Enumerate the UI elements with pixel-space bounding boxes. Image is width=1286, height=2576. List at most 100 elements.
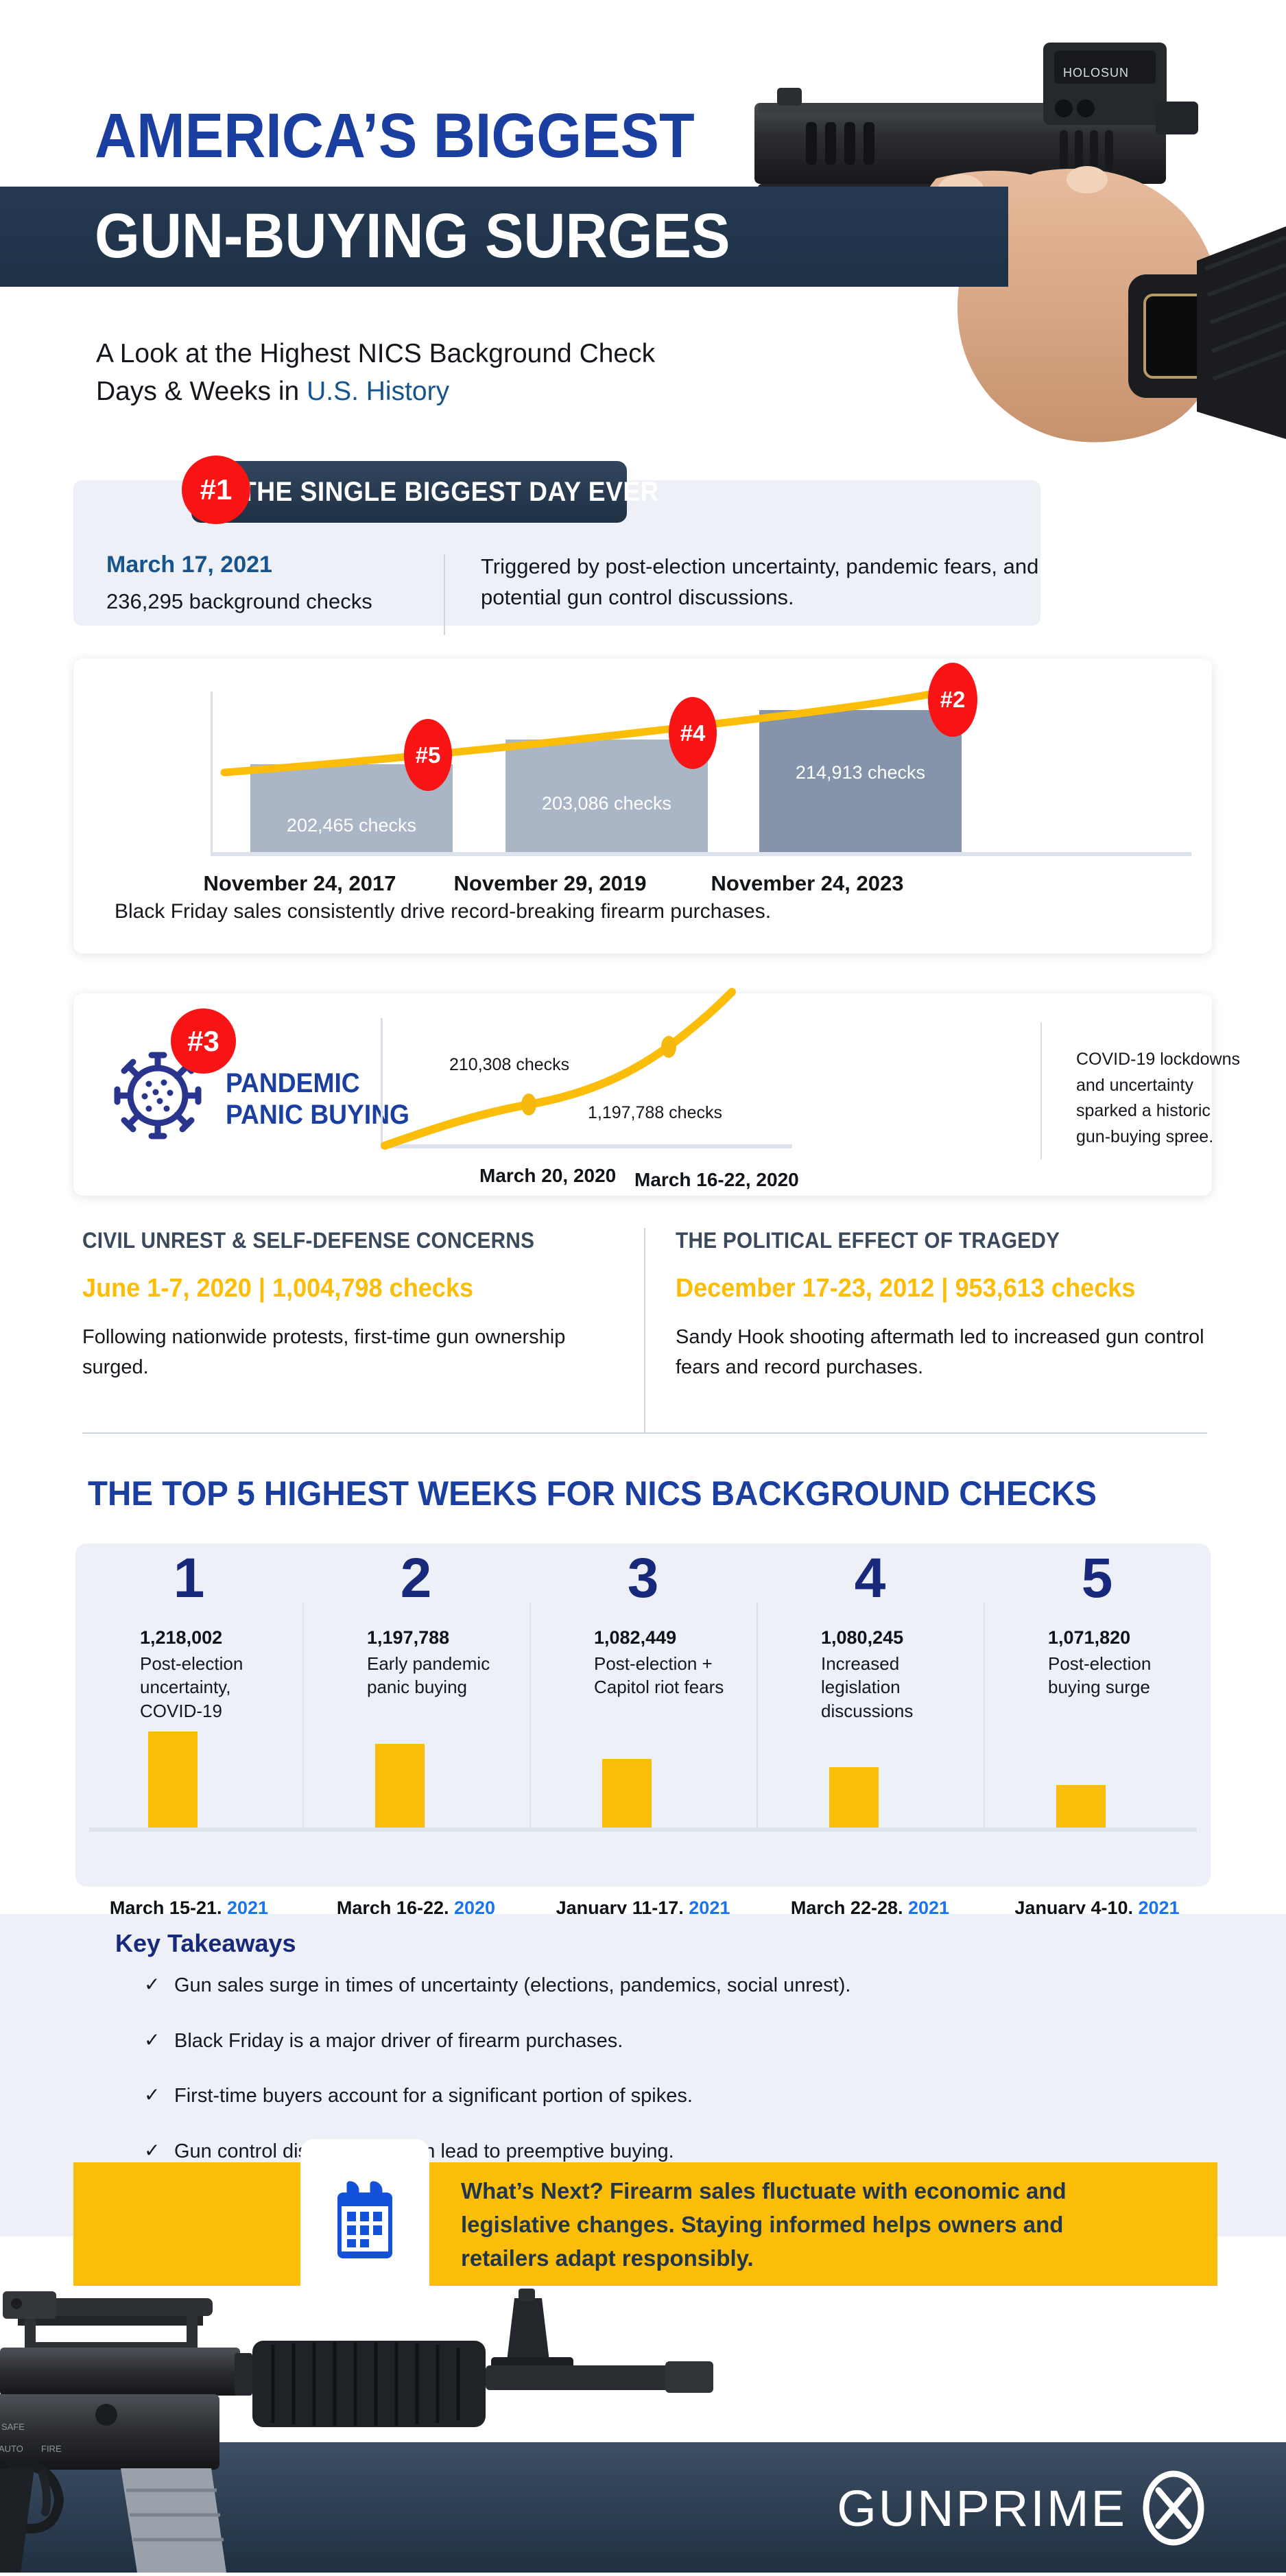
top5-title: THE TOP 5 HIGHEST WEEKS FOR NICS BACKGRO… xyxy=(88,1474,1097,1513)
top5-bar-3 xyxy=(602,1759,652,1828)
x-label-2023: November 24, 2023 xyxy=(711,871,904,895)
rank-badge-3: #3 xyxy=(171,1008,236,1074)
svg-text:SAFE: SAFE xyxy=(1,2422,25,2432)
top5-desc-3: Post-election + Capitol riot fears xyxy=(594,1653,724,1698)
key-takeaways-list: ✓ Gun sales surge in times of uncertaint… xyxy=(144,1973,1104,2195)
single-biggest-day-body: March 17, 2021 236,295 background checks… xyxy=(73,552,1040,645)
rank-badge-4: #4 xyxy=(669,697,717,769)
footer-logo: GUNPRIME xyxy=(837,2470,1205,2547)
top5-bar-2 xyxy=(375,1744,425,1828)
top5-rank-2: 2 xyxy=(400,1547,432,1609)
gunprime-crosshair-icon xyxy=(1143,2470,1204,2546)
biggest-day-checks: 236,295 background checks xyxy=(106,589,372,613)
top5-rank-4: 4 xyxy=(854,1547,886,1609)
list-item: ✓ Gun control discussions often lead to … xyxy=(144,2139,1104,2165)
top5-value-3: 1,082,449 xyxy=(594,1627,677,1648)
trend-line xyxy=(220,682,976,777)
pandemic-title-line1: PANDEMIC xyxy=(226,1068,360,1098)
check-icon: ✓ xyxy=(144,1974,160,1995)
civil-unrest-column: CIVIL UNREST & SELF-DEFENSE CONCERNS Jun… xyxy=(82,1228,614,1434)
top5-rank-5: 5 xyxy=(1081,1547,1113,1609)
pandemic-y-axis xyxy=(381,1018,383,1148)
subtitle-line1: A Look at the Highest NICS Background Ch… xyxy=(96,339,656,368)
civil-unrest-stat: June 1-7, 2020 | 1,004,798 checks xyxy=(82,1274,474,1303)
top5-card: 1 1,218,002 Post-election uncertainty, C… xyxy=(75,1544,1211,1887)
top5-item-5: 5 1,071,820 Post-election buying surge xyxy=(984,1544,1211,1887)
chart-x-axis xyxy=(211,852,1191,856)
top5-bar-1 xyxy=(148,1732,198,1828)
rank-badge-2: #2 xyxy=(928,663,977,737)
civil-unrest-text: Following nationwide protests, first-tim… xyxy=(82,1326,566,1378)
single-biggest-day-left: March 17, 2021 236,295 background checks xyxy=(73,552,444,645)
political-effect-column: THE POLITICAL EFFECT OF TRAGEDY December… xyxy=(676,1228,1207,1434)
whats-next-band xyxy=(73,2162,1217,2286)
civil-unrest-heading: CIVIL UNREST & SELF-DEFENSE CONCERNS xyxy=(82,1228,535,1253)
top5-x-axis xyxy=(89,1828,1197,1832)
bar-2019: 203,086 checks xyxy=(505,740,708,852)
list-item: ✓ Gun sales surge in times of uncertaint… xyxy=(144,1973,1104,1999)
top5-value-4: 1,080,245 xyxy=(821,1627,904,1648)
svg-text:HOLOSUN: HOLOSUN xyxy=(1063,66,1129,80)
list-item: ✓ First-time buyers account for a signif… xyxy=(144,2083,1104,2110)
top5-item-1: 1 1,218,002 Post-election uncertainty, C… xyxy=(75,1544,302,1887)
pandemic-divider xyxy=(1040,1022,1042,1159)
check-icon: ✓ xyxy=(144,2029,160,2051)
top5-value-5: 1,071,820 xyxy=(1048,1627,1131,1648)
top5-item-3: 3 1,082,449 Post-election + Capitol riot… xyxy=(529,1544,757,1887)
political-effect-text: Sandy Hook shooting aftermath led to inc… xyxy=(675,1326,1204,1378)
top5-value-2: 1,197,788 xyxy=(367,1627,450,1648)
pandemic-x-label-1: March 20, 2020 xyxy=(479,1165,617,1186)
single-biggest-day-section: March 17, 2021 236,295 background checks… xyxy=(73,456,1040,635)
column-divider xyxy=(644,1228,645,1434)
page-title-line2: GUN-BUYING SURGES xyxy=(95,201,730,271)
list-item: ✓ Black Friday is a major driver of fire… xyxy=(144,2029,1104,2055)
whats-next-text: What’s Next? Firearm sales fluctuate wit… xyxy=(461,2178,1067,2271)
pandemic-x-axis xyxy=(381,1144,792,1148)
top5-desc-1: Post-election uncertainty, COVID-19 xyxy=(140,1653,243,1721)
top5-desc-5: Post-election buying surge xyxy=(1048,1653,1152,1698)
page-subtitle: A Look at the Highest NICS Background Ch… xyxy=(96,335,754,411)
svg-text:FIRE: FIRE xyxy=(41,2444,62,2454)
ribbon-label: THE SINGLE BIGGEST DAY EVER xyxy=(241,476,659,507)
black-friday-card: 202,465 checks 203,086 checks 214,913 ch… xyxy=(73,659,1212,954)
vertical-divider xyxy=(444,554,445,635)
bar-label-2023: 214,913 checks xyxy=(795,762,926,783)
horizontal-divider xyxy=(82,1432,1207,1434)
black-friday-chart: 202,465 checks 203,086 checks 214,913 ch… xyxy=(211,663,1191,856)
calendar-icon xyxy=(337,2181,392,2258)
pandemic-x-label-2: March 16-22, 2020 xyxy=(634,1169,799,1190)
brand-name: GUNPRIME xyxy=(837,2479,1127,2537)
rank-badge-1: #1 xyxy=(182,456,250,524)
title-band xyxy=(0,187,1008,287)
biggest-day-description: Triggered by post-election uncertainty, … xyxy=(481,554,1039,609)
x-label-2019: November 29, 2019 xyxy=(453,871,647,895)
pandemic-title: PANDEMIC PANIC BUYING xyxy=(226,1067,409,1131)
top5-item-2: 2 1,197,788 Early pandemic panic buying xyxy=(302,1544,529,1887)
coronavirus-icon xyxy=(109,1047,206,1144)
top5-rank-1: 1 xyxy=(173,1547,205,1609)
pandemic-card: #3 PANDEMIC PANIC BUYING 210,308 checks … xyxy=(73,988,1240,1196)
top5-bar-5 xyxy=(1056,1785,1106,1828)
key-takeaways-title: Key Takeaways xyxy=(115,1929,296,1957)
political-effect-heading: THE POLITICAL EFFECT OF TRAGEDY xyxy=(675,1228,1060,1253)
biggest-day-date: March 17, 2021 xyxy=(106,552,272,578)
subtitle-line2: Days & Weeks in xyxy=(96,377,307,407)
pandemic-point2-label: 1,197,788 checks xyxy=(588,1103,722,1122)
top5-value-1: 1,218,002 xyxy=(140,1627,223,1648)
top5-desc-2: Early pandemic panic buying xyxy=(367,1653,490,1698)
top5-columns: 1 1,218,002 Post-election uncertainty, C… xyxy=(75,1544,1211,1887)
top5-desc-4: Increased legislation discussions xyxy=(821,1653,914,1721)
takeaway-text-1: Gun sales surge in times of uncertainty … xyxy=(174,1974,851,1996)
black-friday-note: Black Friday sales consistently drive re… xyxy=(115,900,772,923)
takeaway-text-3: First-time buyers account for a signific… xyxy=(174,2085,693,2107)
two-column-section: CIVIL UNREST & SELF-DEFENSE CONCERNS Jun… xyxy=(82,1228,1207,1434)
pandemic-note: COVID-19 lockdowns and uncertainty spark… xyxy=(1076,1050,1240,1146)
chart-y-axis xyxy=(211,692,213,856)
pandemic-title-line2: PANIC BUYING xyxy=(226,1100,409,1130)
x-label-2017: November 24, 2017 xyxy=(203,871,396,895)
takeaway-text-2: Black Friday is a major driver of firear… xyxy=(174,2029,623,2052)
pandemic-chart: 210,308 checks 1,197,788 checks xyxy=(381,988,792,1150)
top5-rank-3: 3 xyxy=(627,1547,659,1609)
svg-text:AUTO: AUTO xyxy=(0,2444,23,2454)
